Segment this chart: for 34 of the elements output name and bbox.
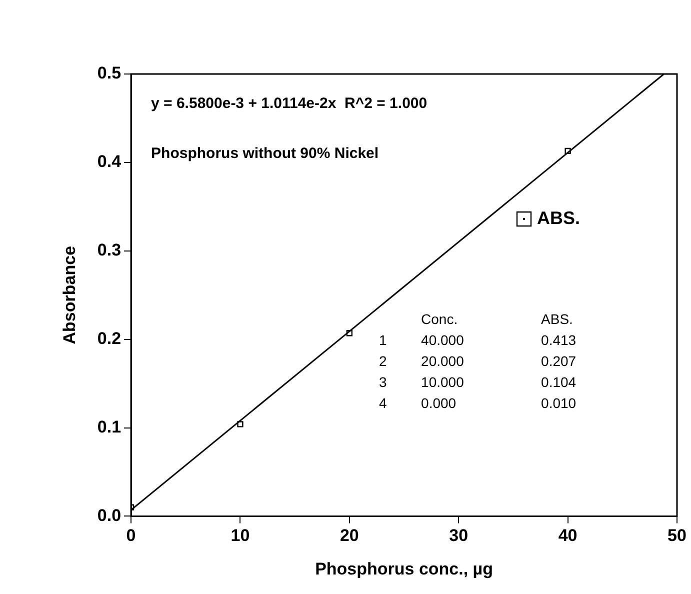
point	[346, 330, 352, 336]
x-tick-label: 10	[230, 526, 250, 546]
annotation: 10.000	[421, 374, 464, 390]
x-tick-label: 0	[126, 526, 136, 546]
annotation: Phosphorus without 90% Nickel	[151, 145, 379, 162]
annotation: 4	[379, 394, 388, 411]
annotation: ABS.	[541, 310, 573, 327]
x-axis-title: Phosphorus conc., µg	[315, 559, 493, 578]
annotation: 0.010	[541, 394, 576, 411]
x-tick-label: 50	[668, 526, 686, 546]
annotation: 40.000	[421, 332, 464, 348]
x-tick-label: 30	[449, 526, 468, 546]
y-tick-label: 0.5	[97, 64, 122, 83]
y-tick-label: 0.3	[97, 240, 122, 260]
annotation: y = 6.5800e-3 + 1.0114e-2x R^2 = 1.000	[151, 95, 428, 112]
y-tick-label: 0.2	[97, 329, 122, 348]
point	[564, 148, 571, 154]
y-tick-label: 0.0	[97, 506, 122, 525]
annotation: 0.207	[541, 352, 576, 369]
annotation: 20.000	[421, 352, 464, 369]
annotation: 1	[379, 332, 388, 348]
annotation: 0.413	[541, 332, 576, 348]
annotation: 2	[379, 352, 388, 369]
annotation: 0.000	[421, 394, 456, 411]
x-tick-label: 40	[558, 526, 578, 546]
legend-label: ABS.	[537, 208, 580, 228]
y-axis-title: Absorbance	[60, 246, 79, 344]
annotation: 0.104	[541, 374, 576, 390]
point	[237, 421, 244, 428]
x-tick-label: 20	[340, 526, 359, 546]
annotation: Conc.	[421, 310, 458, 327]
y-tick-label: 0.1	[97, 417, 122, 436]
y-tick-label: 0.4	[97, 152, 122, 172]
annotation: 3	[379, 374, 388, 390]
